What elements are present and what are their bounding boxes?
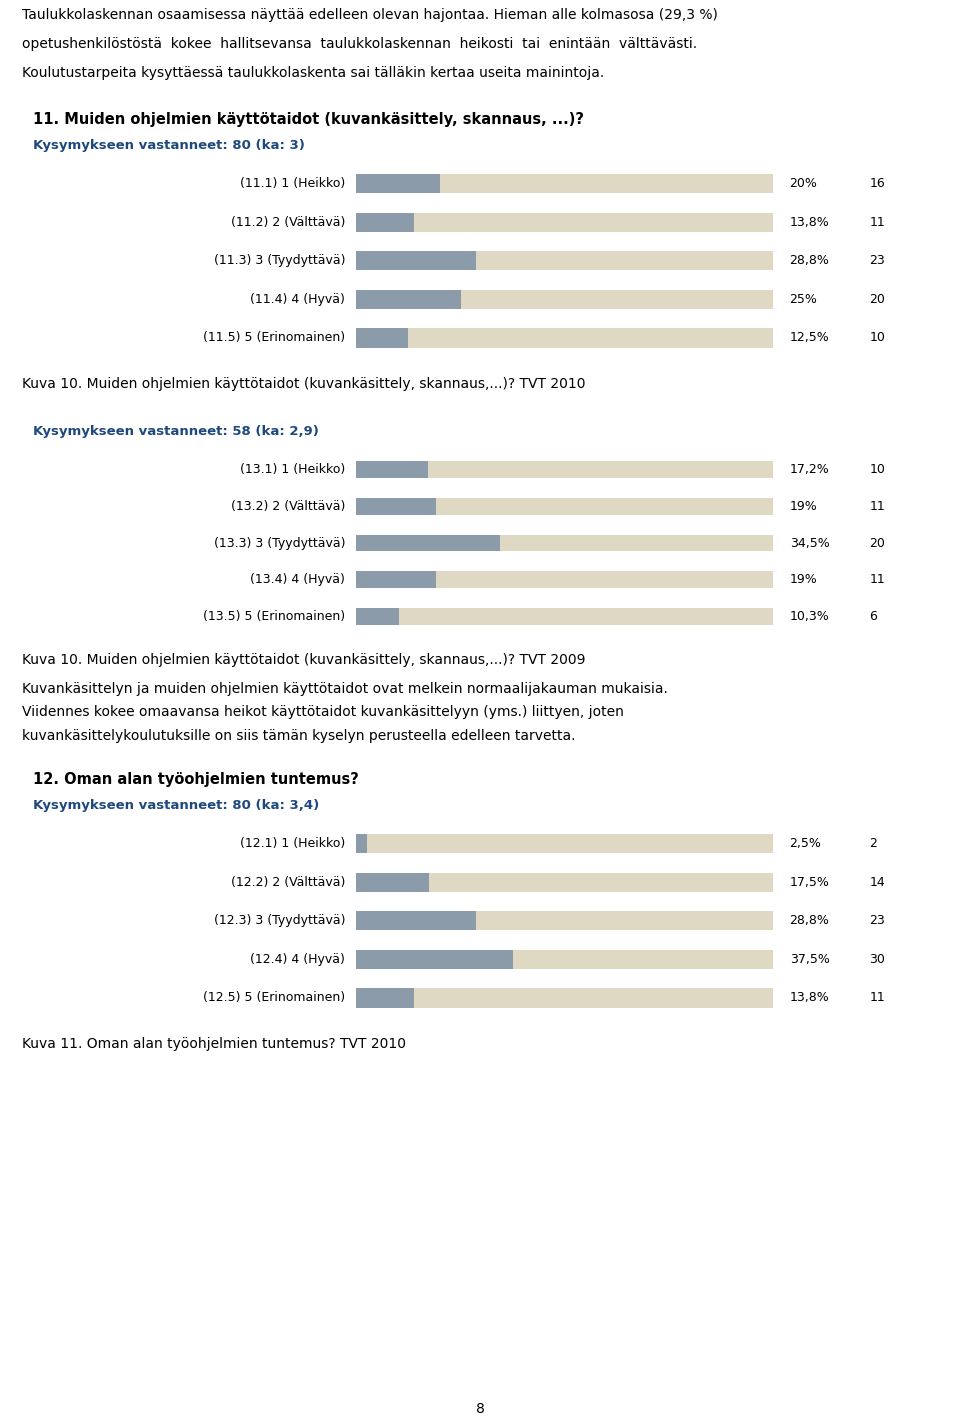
Text: (13.5) 5 (Erinomainen): (13.5) 5 (Erinomainen)	[204, 610, 346, 623]
Bar	[356, 872, 773, 892]
Text: (11.4) 4 (Hyvä): (11.4) 4 (Hyvä)	[251, 294, 346, 306]
Bar	[356, 462, 773, 479]
Text: (11.5) 5 (Erinomainen): (11.5) 5 (Erinomainen)	[204, 332, 346, 345]
Text: (11.3) 3 (Tyydyttävä): (11.3) 3 (Tyydyttävä)	[214, 254, 346, 268]
Text: (13.1) 1 (Heikko): (13.1) 1 (Heikko)	[240, 463, 346, 476]
Text: 17,2%: 17,2%	[790, 463, 829, 476]
Bar	[356, 289, 461, 309]
Bar	[356, 571, 436, 589]
Bar	[356, 289, 773, 309]
Bar	[356, 534, 773, 551]
Text: 12,5%: 12,5%	[790, 332, 829, 345]
Text: kuvankäsittelykoulutuksille on siis tämän kyselyn perusteella edelleen tarvetta.: kuvankäsittelykoulutuksille on siis tämä…	[22, 730, 575, 742]
Text: 2,5%: 2,5%	[790, 836, 822, 851]
Bar	[356, 949, 773, 969]
Bar	[356, 834, 773, 854]
Bar	[356, 212, 773, 232]
Text: 23: 23	[870, 254, 885, 268]
Bar	[356, 212, 414, 232]
Bar	[356, 834, 367, 854]
Text: 20: 20	[870, 537, 885, 550]
Text: 28,8%: 28,8%	[790, 915, 829, 928]
Bar	[356, 174, 773, 194]
Bar	[356, 462, 428, 479]
Text: 12. Oman alan työohjelmien tuntemus?: 12. Oman alan työohjelmien tuntemus?	[33, 772, 359, 787]
Bar	[356, 499, 773, 514]
Text: 6: 6	[870, 610, 877, 623]
Bar	[356, 608, 773, 624]
Text: (12.5) 5 (Erinomainen): (12.5) 5 (Erinomainen)	[204, 992, 346, 1005]
Text: 19%: 19%	[790, 573, 817, 586]
Bar	[356, 989, 773, 1007]
Bar	[356, 328, 773, 348]
Text: 30: 30	[870, 953, 885, 966]
Text: 13,8%: 13,8%	[790, 992, 829, 1005]
Bar	[356, 911, 773, 931]
Bar	[356, 571, 773, 589]
Text: (12.3) 3 (Tyydyttävä): (12.3) 3 (Tyydyttävä)	[214, 915, 346, 928]
Bar	[356, 251, 773, 271]
Text: (12.2) 2 (Välttävä): (12.2) 2 (Välttävä)	[231, 876, 346, 889]
Text: 23: 23	[870, 915, 885, 928]
Text: Kysymykseen vastanneet: 80 (ka: 3,4): Kysymykseen vastanneet: 80 (ka: 3,4)	[33, 799, 320, 812]
Text: 34,5%: 34,5%	[790, 537, 829, 550]
Text: Kuvankäsittelyn ja muiden ohjelmien käyttötaidot ovat melkein normaalijakauman m: Kuvankäsittelyn ja muiden ohjelmien käyt…	[22, 683, 668, 695]
Text: Kysymykseen vastanneet: 58 (ka: 2,9): Kysymykseen vastanneet: 58 (ka: 2,9)	[33, 425, 319, 437]
Text: 20: 20	[870, 294, 885, 306]
Text: (13.4) 4 (Hyvä): (13.4) 4 (Hyvä)	[251, 573, 346, 586]
Text: Koulutustarpeita kysyttäessä taulukkolaskenta sai tälläkin kertaa useita mainint: Koulutustarpeita kysyttäessä taulukkolas…	[22, 66, 604, 80]
Bar	[356, 911, 476, 931]
Bar	[356, 608, 399, 624]
Text: 20%: 20%	[790, 177, 818, 190]
Text: Kuva 11. Oman alan työohjelmien tuntemus? TVT 2010: Kuva 11. Oman alan työohjelmien tuntemus…	[22, 1037, 406, 1052]
Text: Viidennes kokee omaavansa heikot käyttötaidot kuvankäsittelyyn (yms.) liittyen, : Viidennes kokee omaavansa heikot käyttöt…	[22, 705, 624, 720]
Text: 25%: 25%	[790, 294, 818, 306]
Text: 37,5%: 37,5%	[790, 953, 829, 966]
Text: 11: 11	[870, 573, 885, 586]
Bar	[356, 949, 513, 969]
Text: 10: 10	[870, 463, 885, 476]
Bar	[356, 499, 436, 514]
Text: 16: 16	[870, 177, 885, 190]
Text: opetushenkilöstöstä  kokee  hallitsevansa  taulukkolaskennan  heikosti  tai  eni: opetushenkilöstöstä kokee hallitsevansa …	[22, 37, 697, 51]
Bar	[356, 872, 429, 892]
Text: 11: 11	[870, 215, 885, 228]
Text: Kuva 10. Muiden ohjelmien käyttötaidot (kuvankäsittely, skannaus,...)? TVT 2009: Kuva 10. Muiden ohjelmien käyttötaidot (…	[22, 653, 586, 667]
Text: 11: 11	[870, 500, 885, 513]
Bar	[356, 989, 414, 1007]
Text: 2: 2	[870, 836, 877, 851]
Text: (12.4) 4 (Hyvä): (12.4) 4 (Hyvä)	[251, 953, 346, 966]
Bar	[356, 174, 440, 194]
Bar	[356, 534, 500, 551]
Text: (11.1) 1 (Heikko): (11.1) 1 (Heikko)	[240, 177, 346, 190]
Text: (13.3) 3 (Tyydyttävä): (13.3) 3 (Tyydyttävä)	[214, 537, 346, 550]
Text: 19%: 19%	[790, 500, 817, 513]
Text: 13,8%: 13,8%	[790, 215, 829, 228]
Text: Kysymykseen vastanneet: 80 (ka: 3): Kysymykseen vastanneet: 80 (ka: 3)	[33, 138, 305, 152]
Text: (13.2) 2 (Välttävä): (13.2) 2 (Välttävä)	[231, 500, 346, 513]
Text: (11.2) 2 (Välttävä): (11.2) 2 (Välttävä)	[231, 215, 346, 228]
Text: 8: 8	[475, 1402, 485, 1416]
Bar	[356, 328, 408, 348]
Text: 11: 11	[870, 992, 885, 1005]
Text: (12.1) 1 (Heikko): (12.1) 1 (Heikko)	[240, 836, 346, 851]
Bar	[356, 251, 476, 271]
Text: 11. Muiden ohjelmien käyttötaidot (kuvankäsittely, skannaus, ...)?: 11. Muiden ohjelmien käyttötaidot (kuvan…	[33, 113, 584, 127]
Text: 28,8%: 28,8%	[790, 254, 829, 268]
Text: Kuva 10. Muiden ohjelmien käyttötaidot (kuvankäsittely, skannaus,...)? TVT 2010: Kuva 10. Muiden ohjelmien käyttötaidot (…	[22, 378, 586, 390]
Text: 10: 10	[870, 332, 885, 345]
Text: Taulukkolaskennan osaamisessa näyttää edelleen olevan hajontaa. Hieman alle kolm: Taulukkolaskennan osaamisessa näyttää ed…	[22, 9, 718, 21]
Text: 14: 14	[870, 876, 885, 889]
Text: 17,5%: 17,5%	[790, 876, 829, 889]
Text: 10,3%: 10,3%	[790, 610, 829, 623]
